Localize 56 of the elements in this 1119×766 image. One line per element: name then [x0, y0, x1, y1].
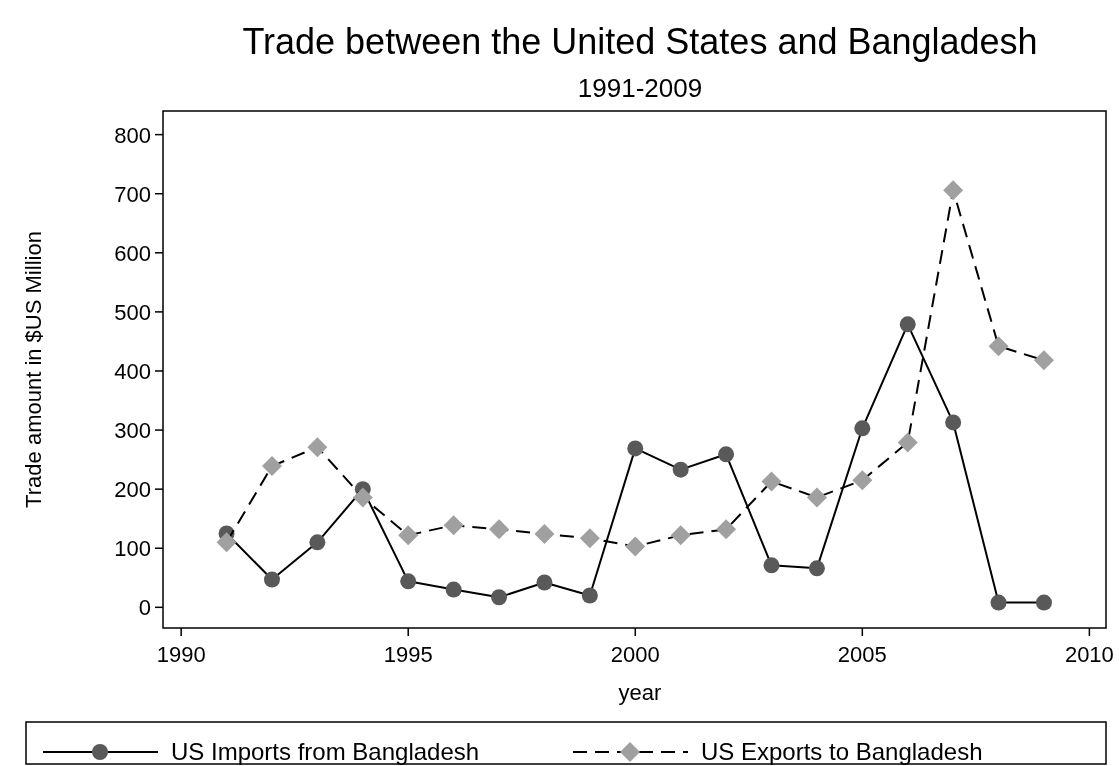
point	[808, 560, 825, 577]
x-tick-label: 2010	[1064, 642, 1114, 667]
x-tick-label: 1995	[383, 642, 433, 667]
x-tick-label: 2000	[610, 642, 660, 667]
chart-subtitle: 1991-2009	[577, 73, 703, 103]
x-tick-label: 1990	[156, 642, 206, 667]
point	[443, 515, 464, 536]
point	[625, 536, 646, 557]
x-axis-title: year	[618, 680, 662, 705]
chart-title: Trade between the United States and Bangladesh	[242, 21, 1038, 62]
point	[761, 471, 782, 492]
point	[943, 180, 964, 201]
y-axis-title: Trade amount in $US Million	[21, 231, 46, 508]
x-tick-label: 2005	[837, 642, 887, 667]
y-tick-label: 200	[114, 477, 151, 503]
point	[307, 437, 328, 458]
point	[491, 589, 508, 606]
point	[897, 432, 918, 453]
point	[309, 534, 326, 551]
y-tick-label: 100	[114, 536, 151, 562]
point	[806, 487, 827, 508]
point	[852, 470, 873, 491]
point	[854, 420, 871, 437]
point	[945, 414, 962, 431]
point	[263, 571, 280, 588]
point	[763, 557, 780, 574]
point	[534, 524, 555, 545]
point	[579, 528, 600, 549]
legend-label: US Exports to Bangladesh	[701, 738, 983, 765]
point	[1035, 594, 1052, 611]
point	[581, 587, 598, 604]
y-tick-label: 500	[114, 299, 151, 325]
point	[216, 532, 237, 553]
y-tick-label: 800	[114, 122, 151, 148]
point	[672, 461, 689, 478]
point	[899, 316, 916, 333]
y-tick-label: 300	[114, 418, 151, 444]
point	[718, 446, 735, 463]
point	[988, 336, 1009, 357]
point	[352, 487, 373, 508]
y-tick-label: 0	[138, 595, 151, 621]
point	[1033, 350, 1054, 371]
point	[990, 594, 1007, 611]
point	[716, 519, 737, 540]
y-tick-label: 400	[114, 358, 151, 384]
legend-label: US Imports from Bangladesh	[171, 738, 480, 765]
point	[536, 574, 553, 591]
point	[489, 519, 510, 540]
point	[398, 525, 419, 546]
point	[400, 573, 417, 590]
point	[445, 581, 462, 598]
y-tick-label: 600	[114, 240, 151, 266]
y-tick-label: 700	[114, 181, 151, 207]
point	[261, 456, 282, 477]
point	[670, 525, 691, 546]
point	[627, 440, 644, 457]
